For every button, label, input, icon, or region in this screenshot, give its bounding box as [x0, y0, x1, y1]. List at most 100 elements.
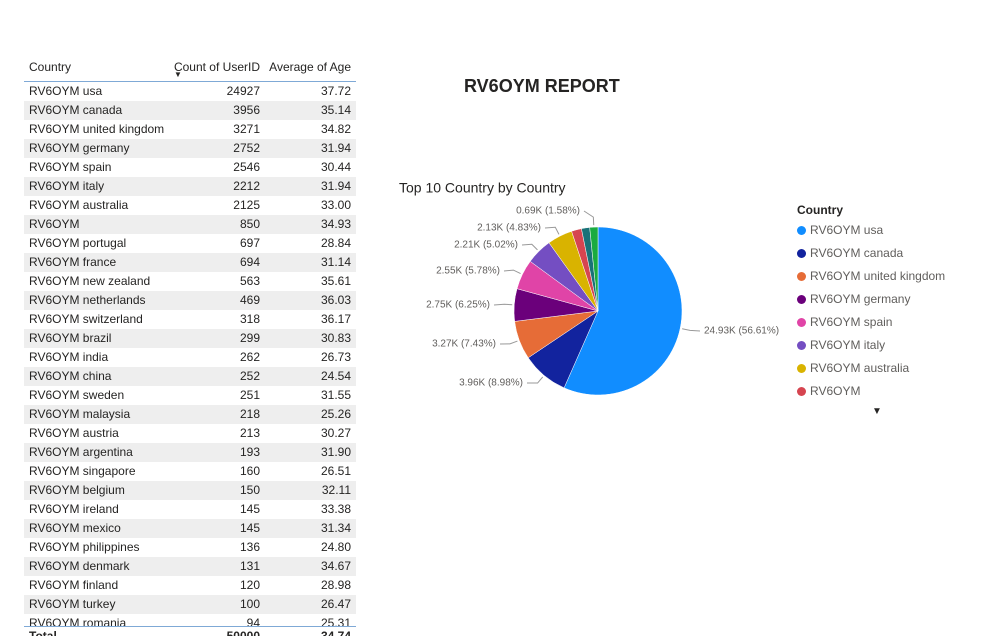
legend-marker: [797, 318, 806, 327]
table: Country Count of UserID ▼ Average of Age…: [24, 56, 356, 636]
table-cell: 25.31: [320, 616, 351, 626]
table-cell: RV6OYM brazil: [29, 331, 112, 345]
legend-label: RV6OYM: [810, 384, 861, 398]
data-label: 24.93K (56.61%): [704, 326, 779, 337]
legend-item[interactable]: RV6OYM usa: [797, 220, 883, 240]
table-cell: RV6OYM turkey: [29, 597, 116, 611]
table-row: RV6OYM usa 24927 37.72: [24, 82, 356, 101]
legend-label: RV6OYM spain: [810, 315, 893, 329]
legend-label: RV6OYM canada: [810, 246, 904, 260]
table-row: RV6OYM italy 2212 31.94: [24, 177, 356, 196]
legend-label: RV6OYM united kingdom: [810, 269, 946, 283]
table-cell: 2212: [233, 179, 260, 193]
table-row: RV6OYM india 262 26.73: [24, 348, 356, 367]
legend-title: Country: [797, 203, 843, 217]
table-cell: 34.93: [320, 217, 351, 231]
table-cell: 25.26: [320, 407, 351, 421]
table-cell: 694: [239, 255, 260, 269]
table-cell: 252: [239, 369, 260, 383]
table-row: RV6OYM singapore 160 26.51: [24, 462, 356, 481]
table-row: RV6OYM 850 34.93: [24, 215, 356, 234]
table-cell: RV6OYM spain: [29, 160, 112, 174]
table-row: RV6OYM brazil 299 30.83: [24, 329, 356, 348]
table-cell: RV6OYM romania: [29, 616, 127, 626]
table-cell: 469: [239, 293, 260, 307]
table-cell: 32.11: [321, 483, 351, 497]
legend-marker: [797, 387, 806, 396]
legend-item[interactable]: RV6OYM united kingdom: [797, 266, 945, 286]
table-cell: RV6OYM united kingdom: [29, 122, 165, 136]
table-cell: 31.90: [320, 445, 351, 459]
table-cell: RV6OYM malaysia: [29, 407, 131, 421]
table-cell: 26.51: [320, 464, 351, 478]
table-row: RV6OYM malaysia 218 25.26: [24, 405, 356, 424]
table-cell: 131: [239, 559, 260, 573]
table-cell: 31.14: [320, 255, 351, 269]
table-row: RV6OYM spain 2546 30.44: [24, 158, 356, 177]
data-label: 2.21K (5.02%): [454, 240, 518, 251]
table-cell: RV6OYM: [29, 217, 80, 231]
table-cell: RV6OYM denmark: [29, 559, 130, 573]
table-row: RV6OYM belgium 150 32.11: [24, 481, 356, 500]
legend-item[interactable]: RV6OYM: [797, 381, 860, 400]
table-cell: RV6OYM india: [29, 350, 109, 364]
table-cell: 218: [239, 407, 260, 421]
table-cell: 31.94: [320, 179, 351, 193]
table-header: Country Count of UserID ▼ Average of Age: [24, 56, 356, 82]
table-cell: 28.98: [320, 578, 351, 592]
legend-label: RV6OYM australia: [810, 361, 910, 375]
column-header[interactable]: Count of UserID: [173, 60, 260, 74]
legend-marker: [797, 249, 806, 258]
table-row: RV6OYM mexico 145 31.34: [24, 519, 356, 538]
table-row: RV6OYM switzerland 318 36.17: [24, 310, 356, 329]
table-cell: 31.55: [320, 388, 351, 402]
pie-chart: Top 10 Country by Country 24.93K (56.61%…: [399, 180, 779, 396]
total-cell: 34.74: [320, 629, 351, 636]
table-cell: 150: [239, 483, 260, 497]
table-row: RV6OYM finland 120 28.98: [24, 576, 356, 595]
table-cell: 33.38: [320, 502, 351, 516]
table-cell: 213: [239, 426, 260, 440]
legend-marker: [797, 364, 806, 373]
legend-item[interactable]: RV6OYM germany: [797, 289, 910, 309]
table-cell: RV6OYM germany: [29, 141, 130, 155]
legend: Country RV6OYM usa RV6OYM canada RV6OYM un…: [797, 203, 987, 403]
legend-item[interactable]: RV6OYM australia: [797, 358, 909, 378]
table-cell: RV6OYM singapore: [29, 464, 136, 478]
column-header[interactable]: Average of Age: [269, 60, 351, 74]
leader-line: [493, 303, 513, 306]
table-cell: 299: [239, 331, 260, 345]
legend-item[interactable]: RV6OYM italy: [797, 335, 885, 355]
data-label: 3.96K (8.98%): [459, 378, 523, 389]
pie-slice: [563, 226, 683, 396]
table-cell: 31.34: [320, 521, 351, 535]
table-cell: RV6OYM philippines: [29, 540, 140, 554]
legend-marker: [797, 226, 806, 235]
table-cell: 36.03: [320, 293, 351, 307]
total-cell: Total: [29, 629, 57, 636]
sort-arrow[interactable]: ▼: [174, 70, 182, 79]
pie-slice: [589, 226, 599, 312]
legend-item[interactable]: RV6OYM canada: [797, 243, 903, 263]
table-cell: 24.80: [320, 540, 351, 554]
table-row: RV6OYM germany 2752 31.94: [24, 139, 356, 158]
table-cell: RV6OYM australia: [29, 198, 129, 212]
legend-marker: [797, 341, 806, 350]
table-cell: 2546: [233, 160, 260, 174]
table-cell: RV6OYM finland: [29, 578, 119, 592]
table-cell: 2752: [233, 141, 260, 155]
table-row: RV6OYM argentina 193 31.90: [24, 443, 356, 462]
column-header[interactable]: Country: [29, 60, 72, 74]
table-cell: RV6OYM switzerland: [29, 312, 143, 326]
table-cell: RV6OYM netherlands: [29, 293, 146, 307]
table-cell: 94: [246, 616, 260, 626]
table-cell: 35.14: [320, 103, 351, 117]
legend-items: RV6OYM usa RV6OYM canada RV6OYM united kin…: [797, 220, 987, 400]
table-cell: 37.72: [320, 84, 351, 98]
table-cell: RV6OYM argentina: [29, 445, 133, 459]
table-cell: 563: [239, 274, 260, 288]
legend-scroll-arrow[interactable]: ▼: [872, 406, 882, 417]
table-cell: 30.83: [320, 331, 351, 345]
legend-item[interactable]: RV6OYM spain: [797, 312, 892, 332]
